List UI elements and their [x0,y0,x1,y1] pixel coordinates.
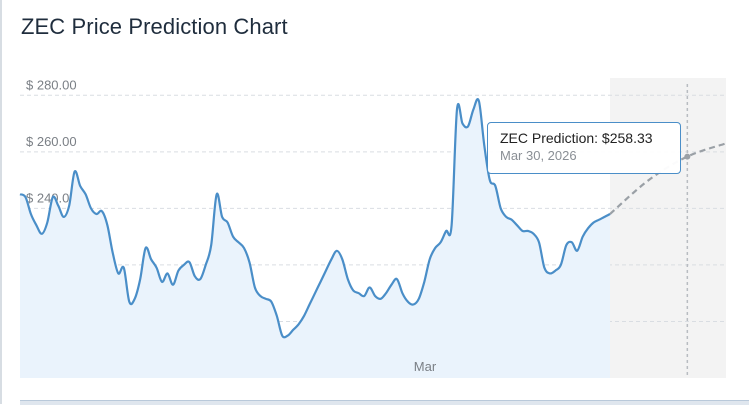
y-tick-label: $ 280.00 [26,77,77,92]
historical-line [19,98,611,339]
tooltip-date: Mar 30, 2026 [500,148,577,163]
chart-title: ZEC Price Prediction Chart [21,14,288,39]
prediction-tooltip: ZEC Prediction: $258.33 Mar 30, 2026 [487,122,681,174]
left-border [0,0,2,404]
historical-area [20,99,610,378]
hover-point [684,153,691,160]
y-tick-label: $ 260.00 [26,134,77,149]
x-tick-label: Mar [414,359,437,374]
tooltip-value: ZEC Prediction: $258.33 [500,130,653,146]
navigator-bar [20,400,749,405]
